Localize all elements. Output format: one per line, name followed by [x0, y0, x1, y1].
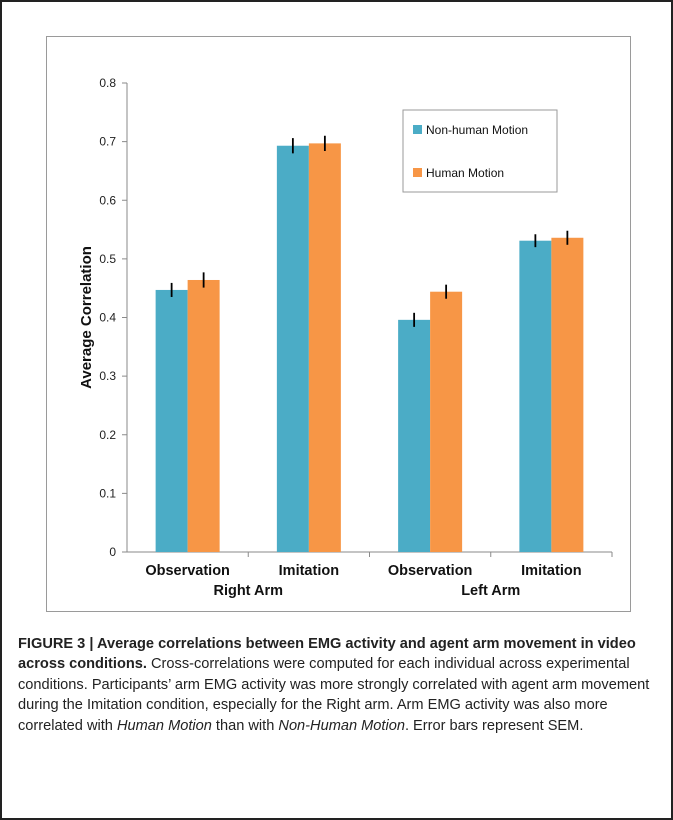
caption-text-2: than with [211, 717, 279, 734]
x-group-label: Left Arm [461, 583, 520, 599]
bar-non-human-0 [155, 289, 188, 552]
bar-non-human-2 [398, 319, 431, 552]
figure-caption: FIGURE 3 | Average correlations between … [18, 634, 658, 736]
y-tick-label: 0.6 [99, 193, 116, 207]
x-category-label: Observation [388, 563, 473, 579]
x-category-label: Observation [145, 563, 230, 579]
x-group-label: Right Arm [213, 583, 283, 599]
chart-area: 0 0.1 0.2 0.3 0.4 0.5 0.6 0.7 0.8 Average Correla… [46, 36, 631, 612]
caption-emphasis-non-human-motion: Non-Human Motion [278, 717, 405, 734]
bar-human-2 [430, 291, 463, 552]
bar-non-human-3 [519, 240, 552, 553]
y-tick-label: 0.5 [99, 252, 116, 266]
y-tick-label: 0.1 [99, 486, 116, 500]
legend-box [402, 109, 558, 193]
y-tick-label: 0.8 [99, 76, 116, 90]
caption-text-1: Cross-correlations were computed for eac… [18, 656, 650, 734]
legend-swatch [413, 168, 422, 177]
legend-swatch [413, 125, 422, 134]
caption-emphasis-human-motion: Human Motion [116, 717, 212, 734]
x-category-label: Imitation [521, 563, 581, 579]
legend-label: Non-human Motion [426, 123, 528, 137]
caption-label: FIGURE 3 | Average correlations between … [18, 636, 636, 673]
y-tick-label: 0.2 [99, 428, 116, 442]
bar-human-0 [187, 279, 220, 552]
y-tick-label: 0.3 [99, 369, 116, 383]
y-axis-label: Average Correlation [78, 246, 95, 389]
bar-human-1 [308, 143, 341, 552]
bar-chart: 0 0.1 0.2 0.3 0.4 0.5 0.6 0.7 0.8 Average Correla… [78, 76, 613, 599]
caption-text-3: . Error bars represent SEM. [404, 717, 584, 734]
y-tick-label: 0 [109, 545, 116, 559]
y-tick-label: 0.4 [99, 311, 116, 325]
bar-non-human-1 [276, 145, 309, 552]
x-category-label: Imitation [279, 563, 339, 579]
y-tick-label: 0.7 [99, 135, 116, 149]
legend-label: Human Motion [426, 166, 504, 180]
bar-human-3 [551, 237, 584, 552]
